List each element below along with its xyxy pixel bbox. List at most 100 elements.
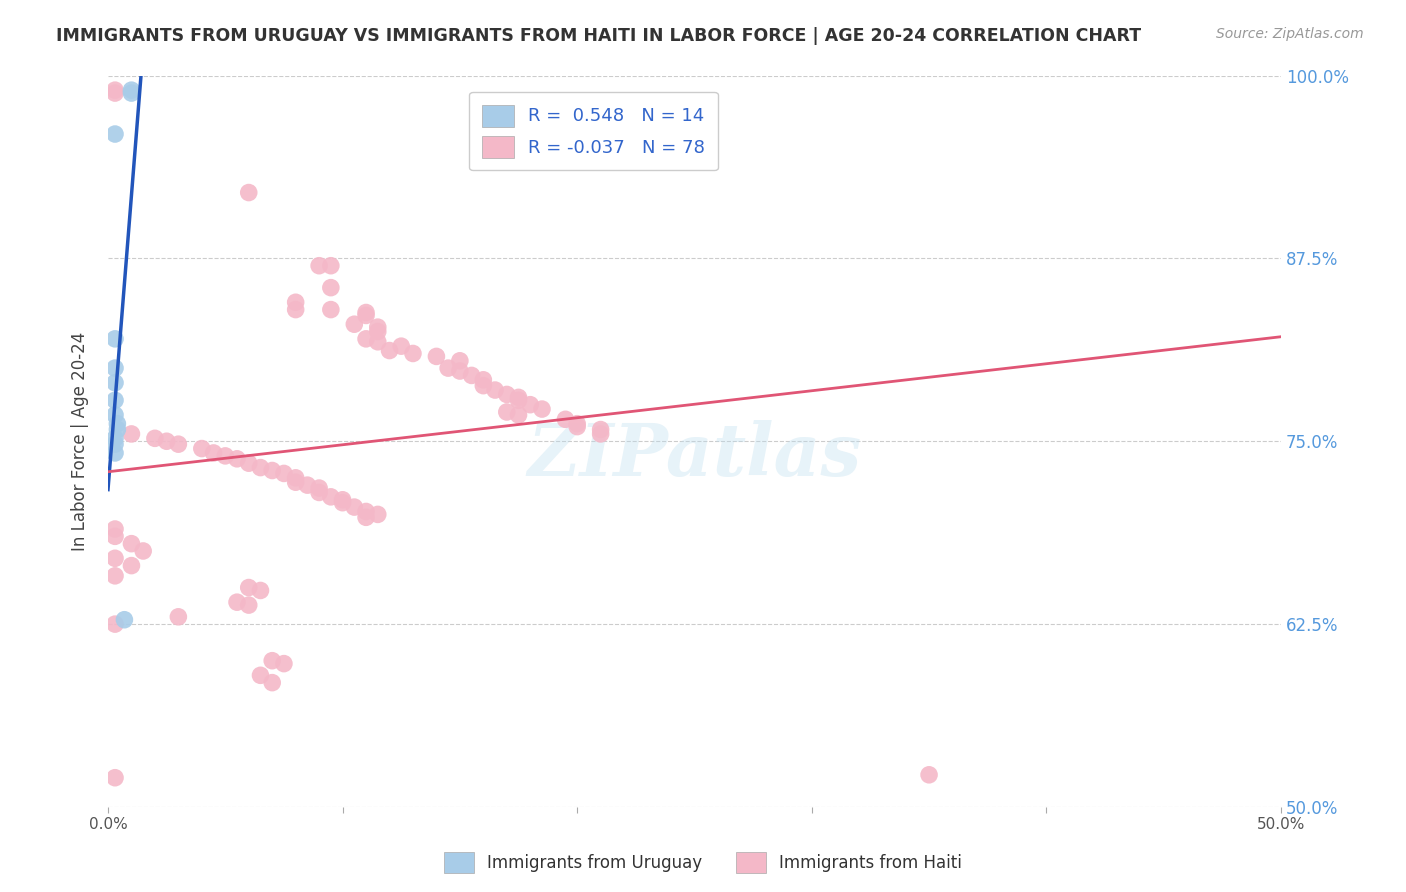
- Point: [143, 431, 166, 445]
- Point: [120, 426, 142, 441]
- Point: [308, 259, 330, 273]
- Point: [508, 390, 530, 404]
- Text: Source: ZipAtlas.com: Source: ZipAtlas.com: [1216, 27, 1364, 41]
- Point: [389, 339, 412, 353]
- Point: [354, 305, 377, 319]
- Point: [472, 373, 495, 387]
- Legend: R =  0.548   N = 14, R = -0.037   N = 78: R = 0.548 N = 14, R = -0.037 N = 78: [470, 92, 718, 170]
- Point: [449, 364, 471, 378]
- Point: [120, 536, 142, 550]
- Point: [273, 657, 295, 671]
- Point: [319, 259, 342, 273]
- Point: [319, 490, 342, 504]
- Point: [104, 332, 127, 346]
- Point: [238, 598, 260, 612]
- Point: [104, 771, 127, 785]
- Point: [284, 471, 307, 485]
- Point: [589, 423, 612, 437]
- Point: [104, 522, 127, 536]
- Point: [567, 417, 589, 431]
- Point: [262, 463, 284, 477]
- Point: [112, 613, 135, 627]
- Point: [495, 405, 517, 419]
- Point: [567, 419, 589, 434]
- Point: [354, 510, 377, 524]
- Point: [104, 446, 127, 460]
- Point: [343, 500, 366, 514]
- Point: [105, 423, 128, 437]
- Point: [284, 302, 307, 317]
- Point: [460, 368, 482, 383]
- Point: [167, 437, 190, 451]
- Point: [202, 446, 225, 460]
- Point: [273, 467, 295, 481]
- Point: [120, 86, 142, 100]
- Point: [214, 449, 236, 463]
- Point: [367, 334, 389, 349]
- Point: [508, 393, 530, 408]
- Point: [262, 675, 284, 690]
- Point: [343, 317, 366, 331]
- Point: [508, 408, 530, 422]
- Point: [104, 86, 127, 100]
- Point: [332, 492, 354, 507]
- Point: [120, 83, 142, 97]
- Point: [554, 412, 576, 426]
- Point: [191, 442, 214, 456]
- Legend: Immigrants from Uruguay, Immigrants from Haiti: Immigrants from Uruguay, Immigrants from…: [437, 846, 969, 880]
- Point: [104, 551, 127, 566]
- Point: [332, 496, 354, 510]
- Point: [104, 127, 127, 141]
- Point: [284, 295, 307, 310]
- Point: [132, 544, 155, 558]
- Point: [437, 361, 460, 376]
- Point: [308, 485, 330, 500]
- Point: [262, 654, 284, 668]
- Point: [104, 529, 127, 543]
- Point: [104, 376, 127, 390]
- Point: [238, 581, 260, 595]
- Point: [589, 426, 612, 441]
- Point: [104, 408, 127, 422]
- Point: [367, 508, 389, 522]
- Point: [167, 609, 190, 624]
- Point: [105, 417, 128, 431]
- Point: [495, 387, 517, 401]
- Point: [249, 583, 271, 598]
- Point: [104, 569, 127, 583]
- Point: [319, 280, 342, 294]
- Text: ZIPatlas: ZIPatlas: [527, 420, 862, 491]
- Point: [918, 768, 941, 782]
- Point: [354, 309, 377, 323]
- Point: [249, 668, 271, 682]
- Point: [530, 402, 553, 417]
- Point: [484, 383, 506, 397]
- Point: [104, 393, 127, 408]
- Point: [104, 361, 127, 376]
- Point: [238, 456, 260, 470]
- Point: [104, 437, 127, 451]
- Point: [104, 83, 127, 97]
- Point: [308, 481, 330, 495]
- Point: [519, 398, 541, 412]
- Point: [297, 478, 319, 492]
- Point: [354, 504, 377, 518]
- Point: [226, 451, 249, 466]
- Point: [104, 617, 127, 632]
- Point: [238, 186, 260, 200]
- Point: [120, 558, 142, 573]
- Point: [249, 460, 271, 475]
- Point: [284, 475, 307, 490]
- Text: IMMIGRANTS FROM URUGUAY VS IMMIGRANTS FROM HAITI IN LABOR FORCE | AGE 20-24 CORR: IMMIGRANTS FROM URUGUAY VS IMMIGRANTS FR…: [56, 27, 1142, 45]
- Point: [425, 350, 447, 364]
- Point: [319, 302, 342, 317]
- Point: [402, 346, 425, 360]
- Point: [367, 320, 389, 334]
- Point: [354, 332, 377, 346]
- Point: [367, 325, 389, 339]
- Point: [156, 434, 179, 449]
- Point: [226, 595, 249, 609]
- Y-axis label: In Labor Force | Age 20-24: In Labor Force | Age 20-24: [72, 332, 89, 551]
- Point: [378, 343, 401, 358]
- Point: [449, 353, 471, 368]
